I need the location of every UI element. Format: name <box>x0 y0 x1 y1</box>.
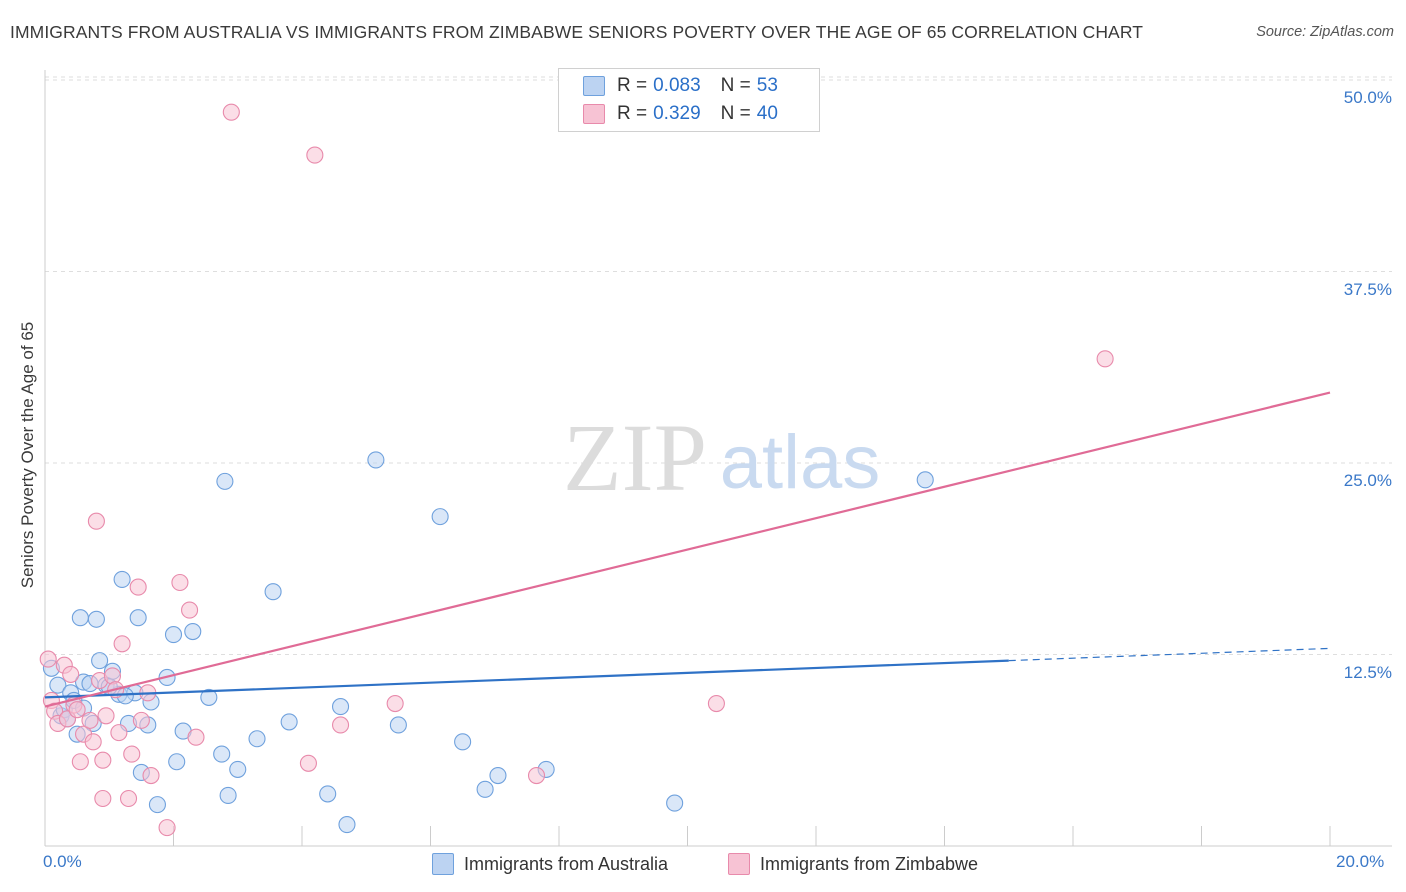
point-australia <box>367 451 385 469</box>
point-australia <box>248 730 266 748</box>
point-zimbabwe <box>386 694 404 713</box>
point-australia <box>916 471 934 489</box>
point-zimbabwe <box>158 819 176 837</box>
legend-swatch-zimbabwe <box>583 104 605 124</box>
trend-lines <box>44 391 1331 708</box>
point-zimbabwe <box>97 707 115 725</box>
point-australia <box>129 609 147 627</box>
point-zimbabwe <box>222 103 240 121</box>
point-australia <box>476 780 494 798</box>
axes <box>44 70 1392 847</box>
watermark-atlas: atlas <box>720 420 881 505</box>
bottom-legend-australia: Immigrants from Australia <box>432 851 668 877</box>
point-australia <box>338 816 356 834</box>
point-australia <box>431 508 449 526</box>
point-australia <box>49 676 67 694</box>
point-zimbabwe <box>123 745 141 763</box>
y-tick-label: 25.0% <box>1343 471 1392 490</box>
point-australia <box>331 698 350 716</box>
point-australia <box>168 753 186 771</box>
point-zimbabwe <box>527 766 546 785</box>
point-australia <box>200 688 218 706</box>
point-zimbabwe <box>129 578 147 596</box>
point-zimbabwe <box>94 751 112 769</box>
point-zimbabwe <box>81 711 99 729</box>
point-australia <box>454 733 472 751</box>
point-zimbabwe <box>187 728 205 746</box>
point-australia <box>184 622 202 641</box>
y-tick-label: 37.5% <box>1343 279 1392 299</box>
point-australia <box>91 652 109 670</box>
legend: R = 0.083 N = 53 R = 0.329 N = 40 <box>558 68 820 132</box>
point-australia <box>113 570 131 588</box>
point-australia <box>389 716 407 734</box>
point-australia <box>666 794 684 812</box>
legend-row-zimbabwe: R = 0.329 N = 40 <box>583 101 778 127</box>
bottom-legend-swatch-australia <box>432 853 454 875</box>
trend-line-australia-dashed <box>1008 647 1331 662</box>
point-australia <box>87 610 105 628</box>
legend-n-value-zimbabwe: 40 <box>756 103 778 124</box>
point-zimbabwe <box>142 766 160 785</box>
legend-n-label: N = <box>720 75 751 96</box>
trend-line-australia <box>44 659 1009 699</box>
bottom-legend-swatch-zimbabwe <box>728 853 750 875</box>
source-label: Source: ZipAtlas.com <box>1256 24 1394 40</box>
x-tick-max: 20.0% <box>1336 852 1385 871</box>
legend-r-label: R = <box>617 103 648 124</box>
point-australia <box>148 796 166 814</box>
legend-r-value-australia: 0.083 <box>653 75 701 96</box>
watermark-zip: ZIP <box>563 404 707 511</box>
legend-r-label: R = <box>617 75 648 96</box>
x-tick-min: 0.0% <box>43 852 82 871</box>
chart-title: IMMIGRANTS FROM AUSTRALIA VS IMMIGRANTS … <box>10 22 1144 42</box>
point-zimbabwe <box>84 733 102 751</box>
point-australia <box>219 786 237 804</box>
legend-r-value-zimbabwe: 0.329 <box>653 103 701 124</box>
bottom-legend-zimbabwe: Immigrants from Zimbabwe <box>728 851 978 877</box>
y-tick-label: 50.0% <box>1343 88 1392 107</box>
point-zimbabwe <box>62 665 80 683</box>
gridlines <box>45 76 1392 655</box>
point-zimbabwe <box>299 754 317 772</box>
point-zimbabwe <box>132 711 150 729</box>
point-australia <box>213 745 231 763</box>
legend-n-label: N = <box>720 103 751 124</box>
y-tick-label: 12.5% <box>1343 662 1392 682</box>
point-australia <box>264 583 282 601</box>
legend-n-value-australia: 53 <box>756 75 778 96</box>
bottom-legend-label-zimbabwe: Immigrants from Zimbabwe <box>760 853 979 874</box>
point-zimbabwe <box>68 701 86 719</box>
point-australia <box>229 760 247 778</box>
point-zimbabwe <box>87 512 105 530</box>
point-zimbabwe <box>39 650 57 668</box>
point-australia <box>164 626 183 644</box>
point-zimbabwe <box>94 789 112 808</box>
legend-row-australia: R = 0.083 N = 53 <box>583 73 778 99</box>
point-zimbabwe <box>113 635 131 653</box>
point-zimbabwe <box>707 694 725 713</box>
point-zimbabwe <box>1096 350 1114 368</box>
point-zimbabwe <box>110 724 128 742</box>
point-australia <box>319 785 337 803</box>
point-australia <box>489 766 507 785</box>
point-zimbabwe <box>306 146 324 164</box>
point-zimbabwe <box>71 753 89 771</box>
point-australia <box>216 472 234 490</box>
point-zimbabwe <box>181 601 199 619</box>
watermark: ZIP atlas <box>563 404 880 511</box>
bottom-legend-label-australia: Immigrants from Australia <box>464 853 669 874</box>
data-points <box>39 103 1114 837</box>
point-zimbabwe <box>331 716 350 734</box>
point-australia <box>280 713 298 731</box>
legend-swatch-australia <box>583 76 605 96</box>
trend-line-zimbabwe <box>44 391 1331 708</box>
point-zimbabwe <box>171 573 189 592</box>
point-zimbabwe <box>119 789 138 808</box>
point-australia <box>71 609 89 627</box>
